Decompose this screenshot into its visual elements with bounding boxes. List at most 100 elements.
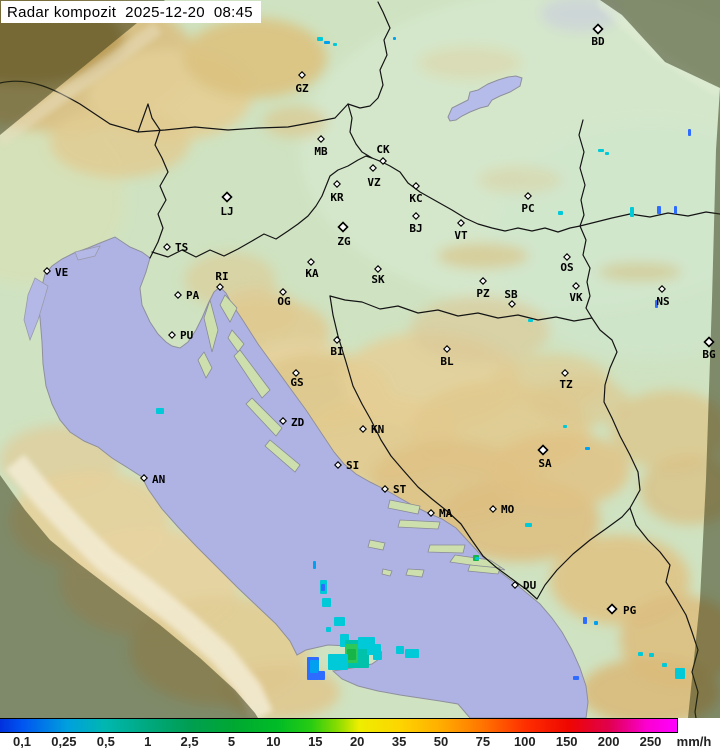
radar-echo-cell — [598, 149, 604, 152]
station-diamond-ST — [381, 485, 389, 493]
station-diamond-TZ — [561, 369, 569, 377]
station-label-PG: PG — [623, 604, 637, 617]
station-label-SB: SB — [504, 288, 518, 301]
station-SK: SK — [371, 265, 385, 286]
station-diamond-SI — [334, 461, 342, 469]
station-label-MB: MB — [314, 145, 328, 158]
station-TS: TS — [163, 241, 188, 254]
station-label-AN: AN — [152, 473, 165, 486]
station-VT: VT — [454, 219, 468, 242]
station-label-BL: BL — [440, 355, 454, 368]
legend-tick-20: 20 — [349, 734, 365, 749]
station-diamond-KC — [412, 182, 420, 190]
station-KC: KC — [409, 182, 423, 205]
radar-echo-cell — [321, 584, 325, 591]
radar-echo-cell — [558, 211, 563, 215]
radar-echo-cell — [657, 206, 661, 214]
station-label-PU: PU — [180, 329, 194, 342]
station-diamond-BI — [333, 336, 341, 344]
radar-echo-cell — [573, 676, 579, 680]
station-diamond-BJ — [412, 212, 420, 220]
venice-lagoon — [23, 245, 101, 342]
station-label-ZG: ZG — [337, 235, 351, 248]
radar-echo-cell — [347, 649, 356, 660]
radar-echo-cell — [373, 651, 382, 660]
station-diamond-ZG — [337, 221, 349, 233]
station-diamond-BL — [443, 345, 451, 353]
station-label-ST: ST — [393, 483, 407, 496]
station-diamond-MB — [317, 135, 325, 143]
station-label-VE: VE — [55, 266, 68, 279]
radar-map: BD GZ MB CK VZ KR LJ KC PC ZG BJ VT TS OS KA SK VE RI PZ SB… — [0, 0, 720, 718]
stations-layer: BD GZ MB CK VZ KR LJ KC PC ZG BJ VT TS OS KA SK VE RI PZ SB… — [43, 23, 716, 617]
station-diamond-KN — [359, 425, 367, 433]
station-diamond-PU — [168, 331, 176, 339]
station-CK: CK — [376, 143, 390, 165]
station-PA: PA — [174, 289, 200, 302]
station-label-PC: PC — [521, 202, 534, 215]
station-diamond-PZ — [479, 277, 487, 285]
station-diamond-DU — [511, 581, 519, 589]
radar-echo-cell — [156, 408, 164, 414]
station-diamond-VT — [457, 219, 465, 227]
station-label-RI: RI — [215, 270, 228, 283]
radar-echo-cell — [326, 627, 331, 632]
radar-echo-cell — [638, 652, 643, 656]
station-label-KA: KA — [305, 267, 319, 280]
station-diamond-BG — [703, 336, 715, 348]
station-diamond-SK — [374, 265, 382, 273]
legend-tick-5: 5 — [227, 734, 236, 749]
station-AN: AN — [140, 473, 165, 486]
station-label-MA: MA — [439, 507, 453, 520]
station-BL: BL — [440, 345, 454, 368]
title-bar: Radar kompozit 2025-12-20 08:45 — [1, 1, 261, 23]
station-label-PZ: PZ — [476, 287, 490, 300]
radar-echo-cell — [405, 649, 419, 658]
station-BI: BI — [330, 336, 344, 358]
station-VK: VK — [569, 282, 583, 304]
station-KA: KA — [305, 258, 319, 280]
station-BD: BD — [591, 23, 605, 48]
intensity-legend: 0,1 0,25 0,5 1 2,5 5 10 15 20 35 50 75 100 150 200 250 m… — [0, 718, 720, 751]
station-label-TZ: TZ — [559, 378, 573, 391]
legend-unit: mm/h — [676, 734, 712, 749]
station-diamond-MO — [489, 505, 497, 513]
radar-echo-cell — [396, 646, 404, 654]
station-MO: MO — [489, 503, 515, 516]
station-label-NS: NS — [656, 295, 669, 308]
station-diamond-VK — [572, 282, 580, 290]
legend-tick-35: 35 — [391, 734, 407, 749]
radar-echo-cell — [662, 663, 667, 667]
station-diamond-TS — [163, 243, 171, 251]
radar-echo-cell — [334, 617, 345, 626]
station-RI: RI — [215, 270, 229, 291]
station-diamond-SB — [508, 300, 516, 308]
map-title: Radar kompozit 2025-12-20 08:45 — [7, 3, 253, 21]
intensity-colorbar — [0, 718, 678, 733]
station-ST: ST — [381, 483, 407, 496]
radar-echo-cell — [649, 653, 654, 657]
station-diamond-GS — [292, 369, 300, 377]
radar-echo-cell — [328, 654, 348, 670]
station-label-KR: KR — [330, 191, 344, 204]
radar-echo-cell — [675, 668, 685, 679]
radar-echo-cell — [333, 43, 337, 46]
station-PC: PC — [521, 192, 535, 215]
lake-balaton — [447, 75, 523, 122]
station-label-SK: SK — [371, 273, 385, 286]
station-diamond-BD — [592, 23, 604, 35]
radar-echo-cell — [563, 425, 567, 428]
station-label-BJ: BJ — [409, 222, 422, 235]
station-TZ: TZ — [559, 369, 573, 391]
radar-echo-cell — [585, 447, 590, 450]
radar-echo-cell — [317, 37, 323, 41]
station-diamond-PG — [606, 603, 618, 615]
radar-echo-cell — [655, 300, 658, 308]
station-diamond-VZ — [369, 164, 377, 172]
intensity-legend-labels: 0,1 0,25 0,5 1 2,5 5 10 15 20 35 50 75 100 150 200 250 m… — [0, 734, 720, 751]
legend-tick-100: 100 — [513, 734, 536, 749]
station-PG: PG — [606, 603, 637, 617]
station-label-LJ: LJ — [220, 205, 233, 218]
station-KR: KR — [330, 180, 344, 204]
